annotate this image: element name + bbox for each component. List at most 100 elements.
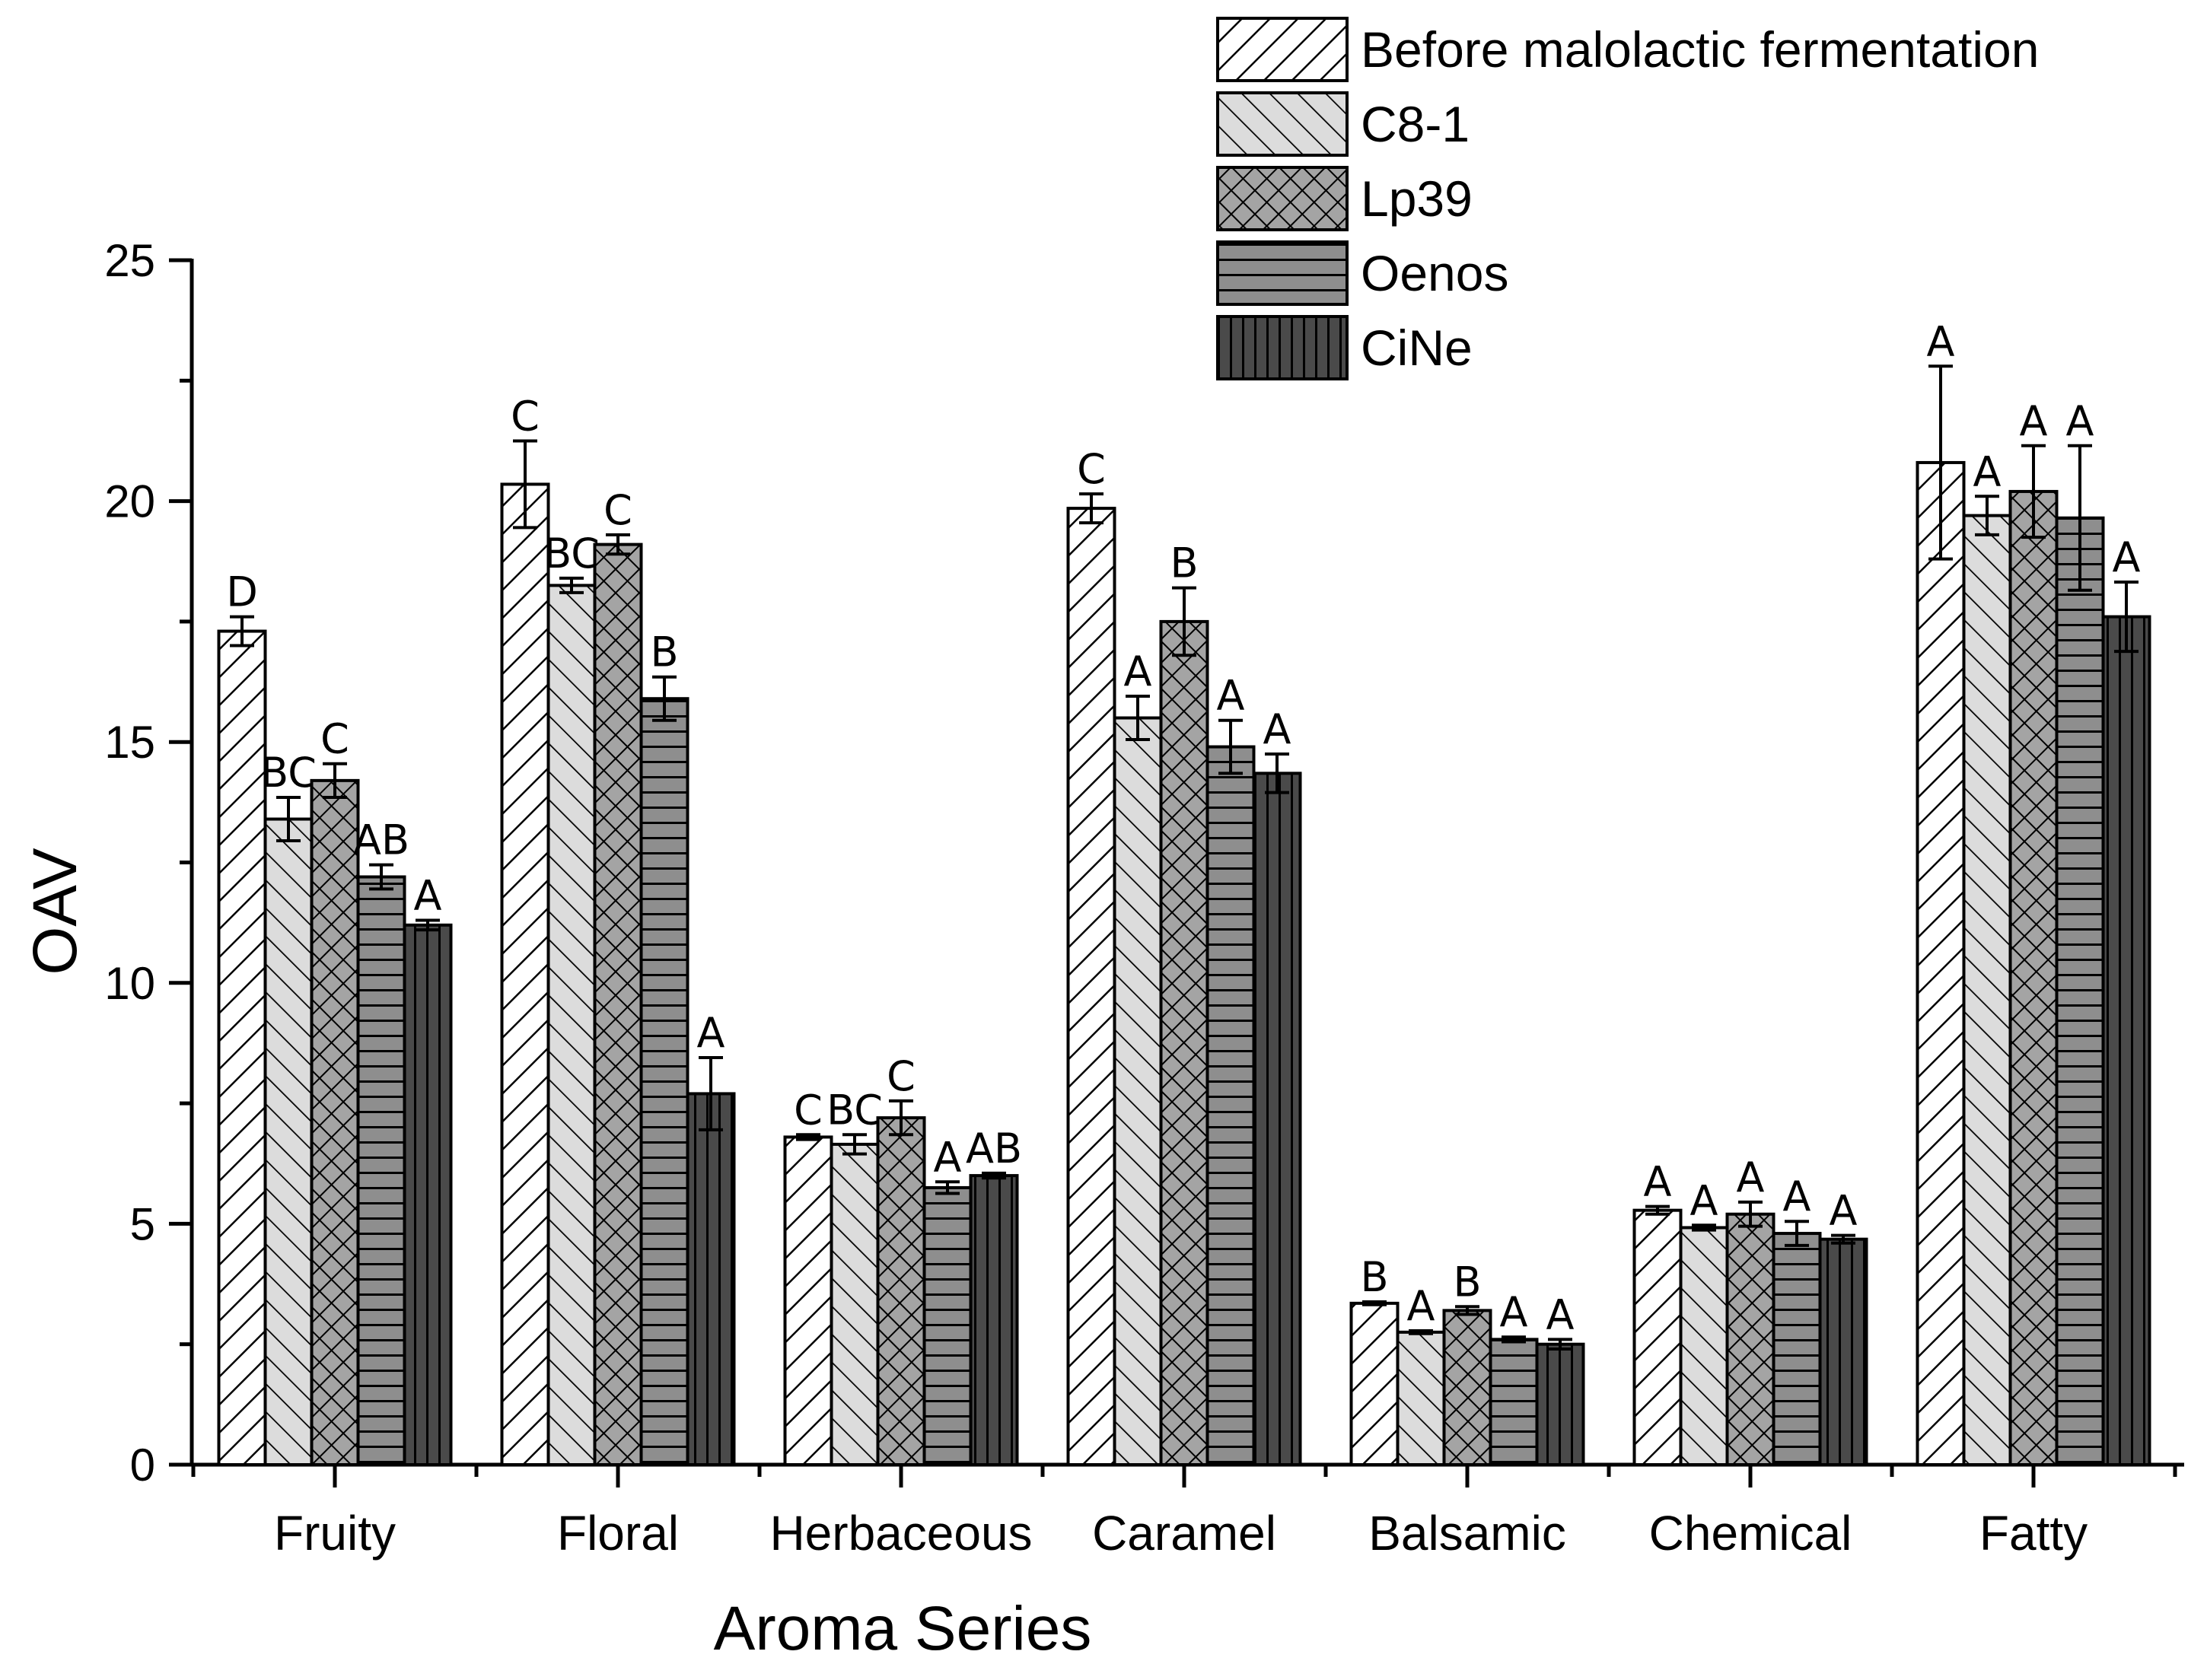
significance-label: A: [1407, 1282, 1435, 1330]
plot-area: 0 5 10 15 20 25 Fruity Floral Herbaceous Caramel B…: [104, 235, 2184, 1561]
bar: [1916, 460, 1966, 1466]
legend-label: Before malolactic fermentation: [1361, 21, 2039, 78]
significance-label: A: [1124, 648, 1152, 695]
significance-label: A: [1500, 1288, 1528, 1336]
error-bar: [1548, 1338, 1572, 1351]
bar: [1159, 619, 1209, 1466]
significance-label: BC: [543, 530, 600, 578]
error-bar: [1785, 1220, 1809, 1247]
error-bar: [935, 1180, 960, 1195]
significance-label: A: [1263, 705, 1291, 753]
legend-label: C8-1: [1361, 96, 1470, 152]
significance-label: A: [934, 1133, 962, 1181]
legend-swatch: [1216, 17, 1349, 82]
error-bar: [1409, 1328, 1433, 1335]
bar: [783, 1135, 833, 1466]
error-bar: [1928, 364, 1953, 561]
error-bar: [2068, 444, 2092, 592]
x-tick-label: Herbaceous: [769, 1506, 1032, 1561]
error-bar: [416, 918, 440, 932]
error-bar: [1455, 1305, 1479, 1316]
significance-label: C: [604, 486, 632, 534]
error-bar: [276, 796, 301, 843]
bar: [2101, 615, 2151, 1466]
x-tick-label: Fatty: [1979, 1506, 2088, 1561]
bar: [1632, 1208, 1683, 1466]
bar: [217, 629, 267, 1467]
y-tick-label: 0: [130, 1440, 155, 1491]
significance-label: A: [1217, 672, 1245, 720]
significance-label: A: [1644, 1158, 1672, 1206]
x-tick-label: Chemical: [1649, 1506, 1852, 1561]
legend-item: Oenos: [1216, 240, 1508, 306]
bar: [1818, 1237, 1868, 1466]
bar: [922, 1185, 973, 1467]
significance-label: C: [794, 1086, 823, 1134]
significance-label: C: [511, 392, 540, 440]
error-bar: [1126, 695, 1150, 742]
bar: [876, 1116, 926, 1466]
error-bar: [1645, 1204, 1670, 1216]
bar: [830, 1142, 880, 1466]
y-tick-label: 10: [104, 958, 155, 1009]
error-bar: [1172, 586, 1196, 657]
bar: [1252, 772, 1302, 1466]
error-bar: [842, 1133, 867, 1156]
bar: [1442, 1309, 1492, 1466]
significance-label: A: [1690, 1176, 1718, 1224]
significance-label: A: [2020, 397, 2048, 445]
error-bar: [1218, 718, 1243, 775]
bar: [639, 697, 689, 1466]
error-bar: [1265, 752, 1289, 794]
significance-label: A: [697, 1009, 725, 1057]
x-tick-label: Balsamic: [1368, 1506, 1566, 1561]
bar: [500, 482, 550, 1466]
bar: [1725, 1212, 1775, 1466]
bar: [403, 923, 453, 1467]
legend-label: CiNe: [1361, 320, 1473, 376]
bar: [686, 1092, 736, 1467]
x-axis-title: Aroma Series: [714, 1594, 1092, 1663]
bar: [1396, 1330, 1446, 1466]
error-bar: [513, 439, 537, 530]
significance-label: B: [650, 628, 678, 676]
significance-label: AB: [353, 816, 409, 864]
y-tick-label: 15: [104, 717, 155, 768]
significance-label: A: [2113, 533, 2141, 581]
error-bar: [1738, 1200, 1763, 1228]
legend-swatch: [1216, 166, 1349, 231]
error-bar: [2114, 580, 2139, 654]
bar: [593, 542, 643, 1466]
bar: [1113, 716, 1163, 1466]
error-bar: [889, 1099, 913, 1137]
significance-label: C: [1077, 445, 1106, 493]
y-axis-title: OAV: [21, 848, 90, 975]
legend-swatch: [1216, 315, 1349, 380]
significance-label: A: [1973, 447, 2002, 495]
significance-label: A: [1546, 1290, 1575, 1338]
error-bar: [699, 1055, 723, 1131]
significance-label: AB: [966, 1125, 1022, 1172]
bar: [1772, 1232, 1822, 1466]
error-bar: [796, 1133, 820, 1141]
significance-label: C: [320, 715, 349, 763]
error-bar: [606, 533, 630, 556]
error-bar: [369, 863, 393, 891]
bar: [310, 778, 360, 1466]
bar: [1349, 1301, 1400, 1467]
significance-label: A: [1783, 1172, 1811, 1220]
bar: [546, 584, 597, 1466]
significance-label: BC: [260, 749, 317, 797]
error-bar: [1692, 1223, 1716, 1232]
x-tick-label: Fruity: [274, 1506, 396, 1561]
bar: [2055, 516, 2105, 1467]
legend-label: Lp39: [1361, 170, 1473, 227]
bar: [1962, 514, 2012, 1467]
bar: [1205, 745, 1256, 1466]
legend-item: C8-1: [1216, 91, 1470, 157]
legend-label: Oenos: [1361, 245, 1508, 301]
error-bar: [323, 762, 347, 800]
bar: [1535, 1342, 1585, 1466]
bar: [1066, 507, 1116, 1466]
